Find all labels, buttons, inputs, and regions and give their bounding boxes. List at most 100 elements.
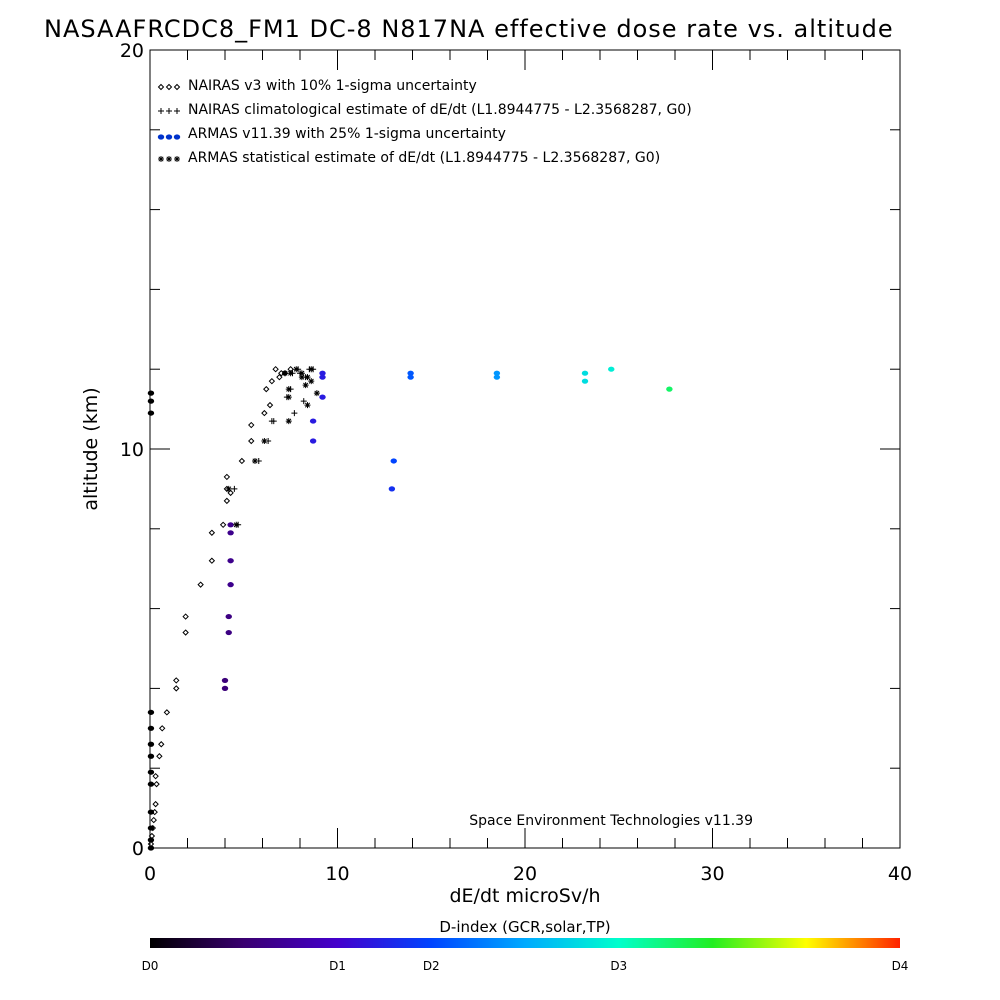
- data-point: [150, 816, 157, 824]
- colorbar-label: D1: [329, 959, 346, 973]
- data-point: [285, 386, 292, 393]
- data-point: [225, 485, 232, 492]
- data-point: [147, 709, 155, 715]
- data-point: [276, 373, 283, 381]
- legend-marker: [174, 108, 180, 114]
- x-tick-label: 30: [700, 863, 724, 885]
- colorbar-label: D4: [892, 959, 909, 973]
- data-point: [248, 437, 255, 445]
- data-point: [147, 809, 155, 815]
- data-point: [285, 394, 292, 401]
- data-point: [581, 370, 589, 376]
- data-point: [298, 374, 305, 381]
- data-point: [208, 557, 216, 564]
- plot-frame: [149, 49, 901, 849]
- data-point: [293, 366, 300, 373]
- data-point: [147, 725, 155, 731]
- data-point: [147, 410, 155, 416]
- colorbar-labels: D0 D1 D2 D3 D4: [142, 959, 909, 973]
- legend-marker: [158, 108, 164, 114]
- legend-marker: [158, 156, 164, 162]
- data-point: [263, 385, 270, 393]
- data-point: [147, 825, 155, 831]
- data-point: [221, 685, 229, 692]
- legend: NAIRAS v3 with 10% 1-sigma uncertainty NA…: [157, 78, 692, 166]
- legend-entry: ARMAS statistical estimate of dE/dt (L1.…: [188, 150, 660, 166]
- data-point: [233, 521, 240, 528]
- data-point: [493, 374, 501, 380]
- x-tick-label: 0: [144, 863, 156, 885]
- colorbar-label: D0: [142, 959, 159, 973]
- data-point: [158, 725, 166, 732]
- axis-ticks: [149, 49, 901, 849]
- x-tick-label: 40: [888, 863, 912, 885]
- data-point: [147, 781, 155, 787]
- data-point: [319, 394, 326, 400]
- data-point: [182, 629, 189, 636]
- y-tick-label: 0: [132, 838, 144, 860]
- data-point: [407, 370, 414, 376]
- colorbar-label: D2: [423, 959, 440, 973]
- x-axis-title: dE/dt microSv/h: [449, 885, 600, 907]
- data-point: [227, 522, 234, 528]
- legend-marker: [165, 134, 173, 140]
- data-point: [319, 370, 326, 376]
- legend-marker: [173, 83, 181, 91]
- data-point: [261, 438, 268, 445]
- data-point: [223, 473, 231, 481]
- data-point: [282, 370, 288, 377]
- data-point: [248, 421, 255, 429]
- data-point: [300, 398, 307, 405]
- data-point: [309, 438, 317, 444]
- data-point: [208, 529, 216, 536]
- legend-marker: [165, 83, 173, 91]
- y-axis-title: altitude (km): [80, 387, 102, 510]
- data-point: [147, 769, 155, 775]
- data-point: [147, 837, 155, 843]
- data-point: [231, 485, 238, 492]
- colorbar-label: D3: [610, 959, 627, 973]
- x-tick-label: 10: [325, 863, 349, 885]
- data-point: [272, 365, 279, 373]
- data-points: [147, 365, 673, 851]
- data-point: [227, 558, 234, 564]
- legend-entry: NAIRAS climatological estimate of dE/dt …: [188, 102, 692, 118]
- data-point: [493, 370, 501, 376]
- credit-annotation: Space Environment Technologies v11.39: [469, 813, 753, 829]
- data-point: [219, 521, 227, 529]
- data-point: [291, 410, 298, 417]
- data-point: [270, 418, 277, 425]
- legend-entry: ARMAS v11.39 with 25% 1-sigma uncertaint…: [188, 126, 506, 142]
- data-point: [238, 457, 246, 465]
- data-point: [182, 613, 189, 620]
- data-point: [304, 402, 311, 409]
- data-point: [309, 418, 317, 424]
- data-point: [147, 398, 155, 404]
- data-point: [163, 709, 171, 716]
- data-point: [225, 613, 232, 620]
- data-point: [147, 753, 155, 759]
- data-point: [319, 374, 326, 380]
- data-point: [147, 845, 155, 851]
- data-point: [407, 374, 414, 380]
- data-point: [227, 489, 234, 497]
- data-point: [225, 629, 232, 636]
- data-point: [302, 382, 309, 389]
- y-tick-label: 10: [120, 439, 144, 461]
- data-point: [313, 390, 320, 397]
- data-point: [152, 800, 159, 808]
- legend-marker: [166, 108, 172, 114]
- legend-entry: NAIRAS v3 with 10% 1-sigma uncertainty: [188, 78, 477, 94]
- data-point: [158, 741, 165, 748]
- axis-tick-labels: 0 10 20 30 40 0 10 20: [120, 40, 912, 885]
- data-point: [173, 685, 180, 692]
- data-point: [287, 370, 294, 377]
- data-point: [308, 366, 315, 373]
- data-point: [227, 582, 234, 588]
- data-point: [388, 486, 396, 492]
- data-point: [221, 677, 229, 684]
- data-point: [268, 377, 276, 385]
- data-point: [390, 458, 397, 464]
- legend-marker: [174, 156, 180, 162]
